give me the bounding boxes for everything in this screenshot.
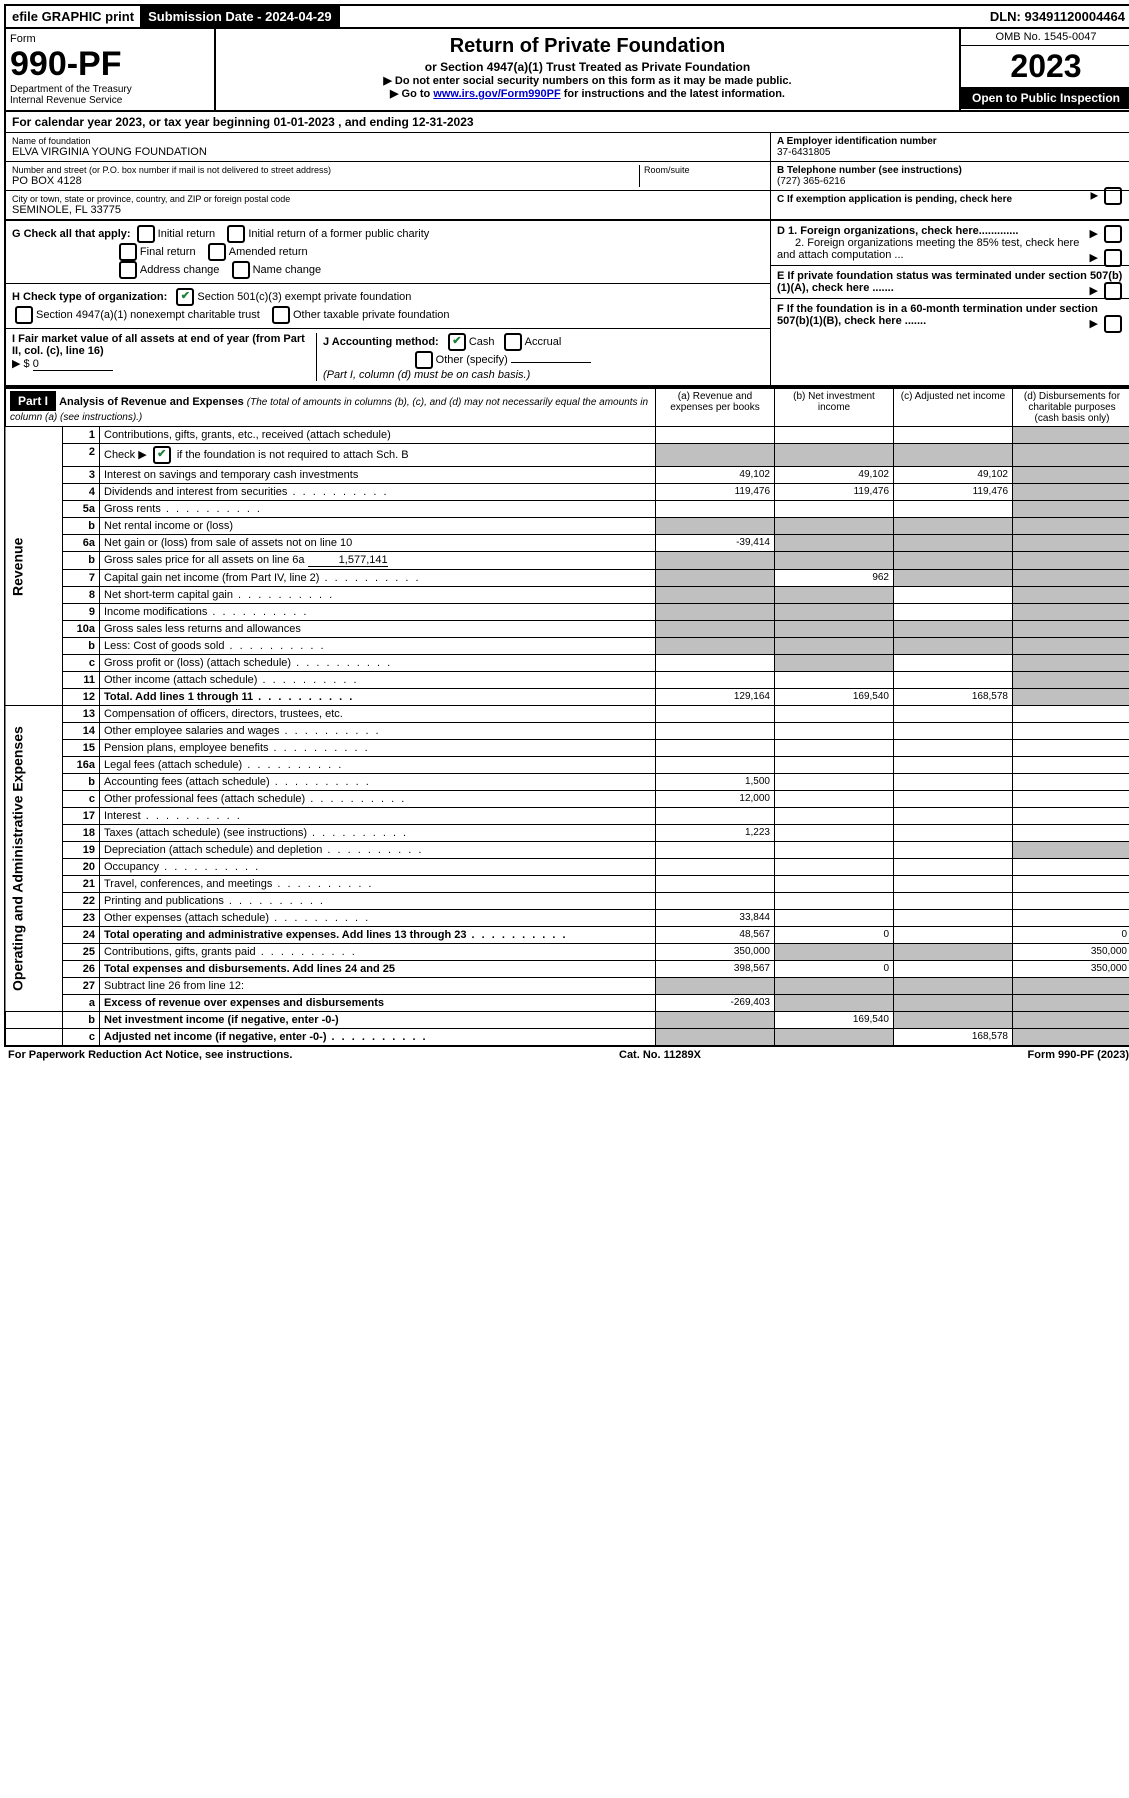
cb-e[interactable] (1104, 282, 1122, 300)
cb-d2[interactable] (1104, 249, 1122, 267)
fmv-value: 0 (33, 358, 113, 371)
open-public: Open to Public Inspection (961, 87, 1129, 109)
phone-cell: B Telephone number (see instructions) (7… (771, 162, 1129, 191)
cb-accrual[interactable] (504, 333, 522, 351)
form-number: 990-PF (10, 45, 210, 84)
form-word: Form (10, 33, 210, 45)
col-a-hdr: (a) Revenue and expenses per books (656, 388, 775, 427)
row-g: G Check all that apply: Initial return I… (6, 221, 770, 284)
part1-table: Part I Analysis of Revenue and Expenses … (4, 387, 1129, 1047)
row-h: H Check type of organization: ✔Section 5… (6, 284, 770, 329)
footer-left: For Paperwork Reduction Act Notice, see … (8, 1049, 292, 1061)
row-ij: I Fair market value of all assets at end… (6, 329, 770, 385)
col-c-hdr: (c) Adjusted net income (894, 388, 1013, 427)
cb-other-tax[interactable] (272, 306, 290, 324)
cb-addr-change[interactable] (119, 261, 137, 279)
cb-d1[interactable] (1104, 225, 1122, 243)
irs-link[interactable]: www.irs.gov/Form990PF (433, 88, 560, 100)
cb-final[interactable] (119, 243, 137, 261)
box-c: C If exemption application is pending, c… (771, 191, 1129, 208)
omb: OMB No. 1545-0047 (961, 29, 1129, 46)
header-right: OMB No. 1545-0047 2023 Open to Public In… (959, 29, 1129, 110)
col-d-hdr: (d) Disbursements for charitable purpose… (1013, 388, 1129, 427)
form-subtitle: or Section 4947(a)(1) Trust Treated as P… (220, 60, 955, 74)
form-title: Return of Private Foundation (220, 35, 955, 58)
form-header: Form 990-PF Department of the Treasury I… (4, 29, 1129, 112)
footer-mid: Cat. No. 11289X (619, 1049, 701, 1061)
side-oae: Operating and Administrative Expenses (5, 706, 63, 1012)
efile-label: efile GRAPHIC print (6, 6, 142, 27)
col-b-hdr: (b) Net investment income (775, 388, 894, 427)
dept1: Department of the Treasury (10, 84, 210, 95)
header-mid: Return of Private Foundation or Section … (216, 29, 959, 110)
cb-name-change[interactable] (232, 261, 250, 279)
address-cell: Number and street (or P.O. box number if… (6, 162, 770, 191)
foundation-name-cell: Name of foundation ELVA VIRGINIA YOUNG F… (6, 133, 770, 162)
note2: ▶ Go to www.irs.gov/Form990PF for instru… (220, 87, 955, 100)
footer: For Paperwork Reduction Act Notice, see … (4, 1047, 1129, 1063)
cb-501c3[interactable]: ✔ (176, 288, 194, 306)
tax-year: 2023 (961, 46, 1129, 87)
cb-cash[interactable]: ✔ (448, 333, 466, 351)
footer-right: Form 990-PF (2023) (1028, 1049, 1129, 1061)
box-f: F If the foundation is in a 60-month ter… (771, 299, 1129, 331)
cb-amended[interactable] (208, 243, 226, 261)
box-d1: D 1. Foreign organizations, check here..… (771, 221, 1129, 266)
calendar-year-row: For calendar year 2023, or tax year begi… (4, 112, 1129, 133)
part1-label: Part I (10, 391, 56, 411)
top-bar: efile GRAPHIC print Submission Date - 20… (4, 4, 1129, 29)
cb-4947[interactable] (15, 306, 33, 324)
box-e: E If private foundation status was termi… (771, 266, 1129, 299)
cb-initial-former[interactable] (227, 225, 245, 243)
cb-initial[interactable] (137, 225, 155, 243)
side-revenue: Revenue (5, 427, 63, 706)
dept2: Internal Revenue Service (10, 95, 210, 106)
cb-sch-b[interactable]: ✔ (153, 446, 171, 464)
ein-cell: A Employer identification number 37-6431… (771, 133, 1129, 162)
cb-f[interactable] (1104, 315, 1122, 333)
city-cell: City or town, state or province, country… (6, 191, 770, 219)
dln: DLN: 93491120004464 (984, 6, 1129, 27)
header-left: Form 990-PF Department of the Treasury I… (6, 29, 216, 110)
note1: ▶ Do not enter social security numbers o… (220, 74, 955, 87)
info-grid: Name of foundation ELVA VIRGINIA YOUNG F… (4, 133, 1129, 221)
cb-other-acct[interactable] (415, 351, 433, 369)
submission-date: Submission Date - 2024-04-29 (142, 6, 340, 27)
checkbox-c[interactable] (1104, 187, 1122, 205)
section-ghij: G Check all that apply: Initial return I… (4, 221, 1129, 387)
